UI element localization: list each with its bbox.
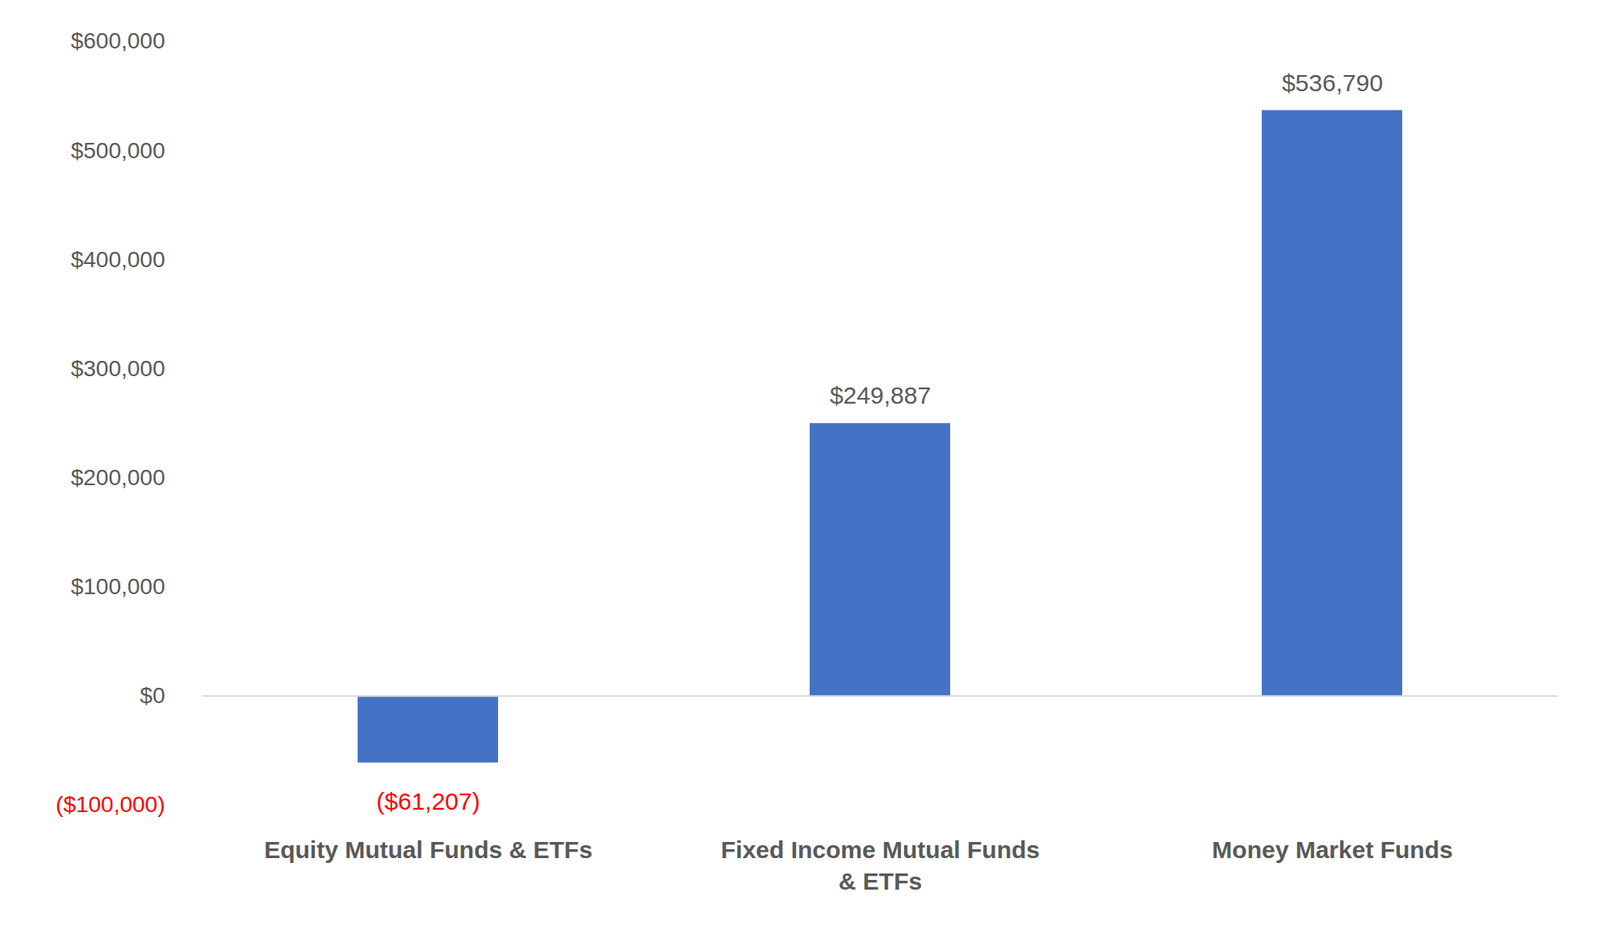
svg-text:$600,000: $600,000 xyxy=(71,28,166,54)
svg-text:Money Market Funds: Money Market Funds xyxy=(1211,836,1453,863)
svg-text:$0: $0 xyxy=(139,682,165,708)
svg-text:$500,000: $500,000 xyxy=(71,138,166,164)
svg-text:$100,000: $100,000 xyxy=(71,573,166,599)
svg-text:($61,207): ($61,207) xyxy=(376,787,480,815)
svg-text:($100,000): ($100,000) xyxy=(55,791,165,817)
svg-text:Equity Mutual Funds & ETFs: Equity Mutual Funds & ETFs xyxy=(263,836,593,863)
svg-text:$200,000: $200,000 xyxy=(71,464,166,491)
svg-text:$536,790: $536,790 xyxy=(1281,69,1383,97)
svg-text:$400,000: $400,000 xyxy=(71,247,166,273)
svg-text:$249,887: $249,887 xyxy=(829,381,931,409)
svg-text:Fixed Income Mutual Funds& ETF: Fixed Income Mutual Funds& ETFs xyxy=(720,836,1040,895)
svg-text:$300,000: $300,000 xyxy=(71,356,166,382)
